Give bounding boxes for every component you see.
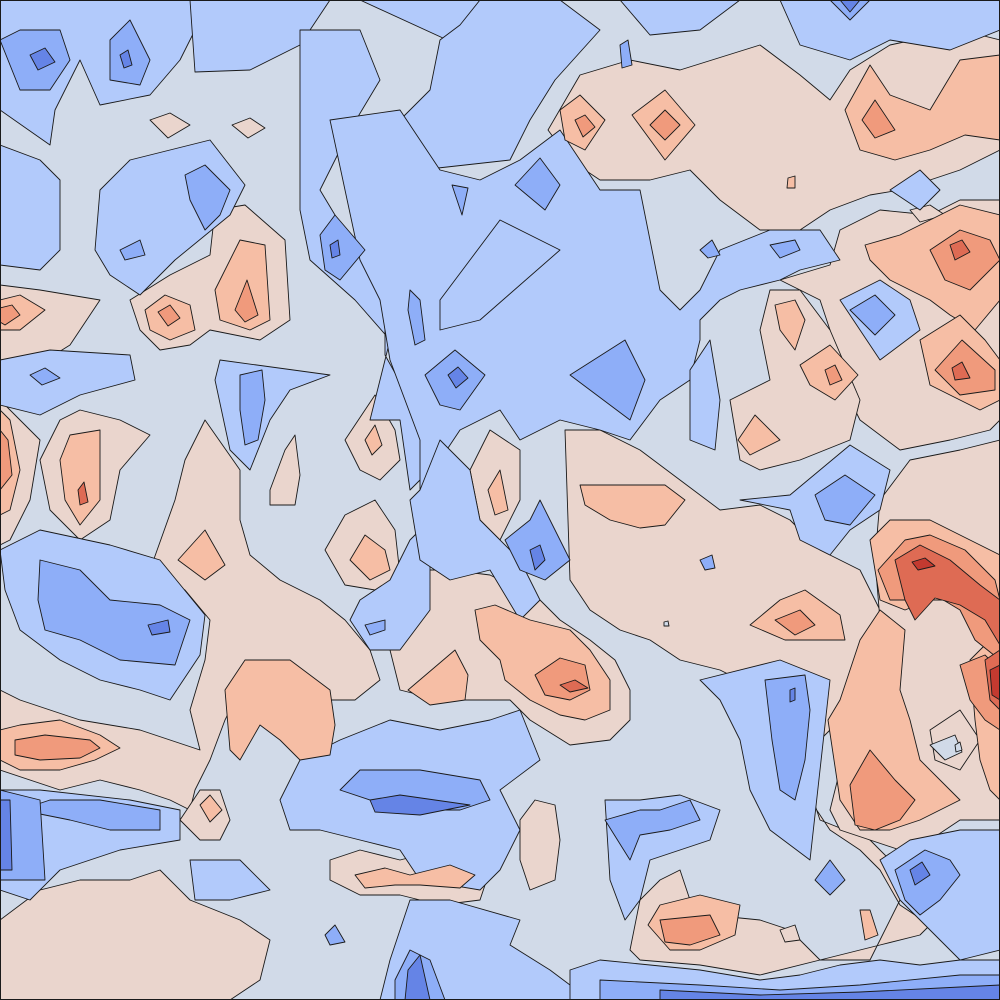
contour-region-level-5 <box>179 789 231 841</box>
contour-region-level-3 <box>619 0 741 36</box>
contour-region-level-7 <box>659 914 721 946</box>
contour-region-level-9 <box>911 557 936 571</box>
contour-region-level-2 <box>324 924 346 946</box>
contour-region-level-7 <box>861 99 896 139</box>
contour-region-level-3 <box>189 859 271 901</box>
contour-region-level-2 <box>569 339 646 421</box>
contour-region-level-2 <box>504 499 571 581</box>
contour-region-level-2 <box>769 239 801 259</box>
contour-region-level-1 <box>909 861 931 886</box>
contour-region-level-3 <box>689 339 721 451</box>
contour-region-level-5 <box>0 419 381 811</box>
contour-region-level-2 <box>119 239 146 261</box>
contour-region-level-1 <box>659 984 1000 1000</box>
contour-region-level-8 <box>894 544 1000 646</box>
contour-region-level-6 <box>214 239 271 331</box>
contour-region-level-2 <box>184 164 231 231</box>
contour-region-level-7 <box>157 304 181 327</box>
contour-region-level-3 <box>399 0 601 171</box>
contour-region-level-1 <box>329 239 341 259</box>
contour-region-level-3 <box>0 144 61 271</box>
contour-region-level-6 <box>364 424 383 456</box>
contour-region-level-6 <box>224 659 336 761</box>
contour-region-level-2 <box>619 39 633 69</box>
contour-region-level-2 <box>29 367 61 386</box>
contour-region-level-2 <box>604 799 701 861</box>
contour-region-level-2 <box>364 619 386 636</box>
contour-region-level-6 <box>774 299 806 351</box>
contour-region-level-5 <box>519 799 561 891</box>
contour-region-level-2 <box>814 474 876 526</box>
contour-region-level-1 <box>369 794 471 816</box>
contour-region-level-7 <box>234 279 259 323</box>
contour-region-level-1 <box>529 544 546 571</box>
contour-region-level-1 <box>839 0 861 13</box>
contour-region-level-2 <box>514 157 561 211</box>
contour-region-level-1 <box>29 47 56 71</box>
contour-region-level-6 <box>177 529 226 581</box>
contour-region-level-1 <box>119 49 133 69</box>
contour-region-level-2 <box>764 674 811 801</box>
contour-region-level-7 <box>849 749 916 831</box>
contour-region-level-6 <box>59 429 101 526</box>
contour-region-level-1 <box>789 687 796 703</box>
contour-region-level-6 <box>487 469 509 516</box>
contour-region-level-6 <box>859 909 879 941</box>
contour-region-level-6 <box>349 534 391 581</box>
contour-region-level-2 <box>894 849 961 916</box>
contour-region-level-3 <box>189 0 331 73</box>
contour-region-level-6 <box>786 175 796 189</box>
contour-region-level-2 <box>239 369 266 446</box>
contour-region-level-1 <box>447 366 469 389</box>
contour-region-level-5 <box>231 117 266 139</box>
contour-region-level-7 <box>774 609 816 636</box>
contour-region-level-5 <box>0 869 271 1000</box>
contour-region-level-2 <box>814 859 846 896</box>
contour-region-level-1 <box>0 799 13 871</box>
contour-region-level-2 <box>37 559 191 666</box>
contour-region-level-5 <box>269 434 301 506</box>
contour-region-level-5 <box>547 29 1000 231</box>
contour-region-level-1 <box>147 619 171 636</box>
contour-region-level-4 <box>663 620 670 627</box>
contour-region-level-1 <box>404 954 431 1000</box>
contour-region-level-7 <box>929 229 1000 291</box>
contour-region-level-3 <box>889 169 941 211</box>
contour-region-level-6 <box>407 649 469 706</box>
contour-region-level-6 <box>199 794 223 823</box>
contour-region-level-5 <box>779 924 801 943</box>
contour-region-level-2 <box>407 289 426 346</box>
contour-region-level-2 <box>319 214 366 281</box>
contour-region-level-7 <box>14 734 101 761</box>
contour-region-level-4 <box>929 734 963 761</box>
contour-region-level-9 <box>989 664 1000 701</box>
contour-region-level-5 <box>149 112 191 139</box>
contour-region-level-6 <box>737 414 781 456</box>
contour-region-level-7 <box>574 114 596 138</box>
contour-region-level-3 <box>409 439 541 621</box>
contour-region-level-6 <box>579 484 686 529</box>
contour-region-level-7 <box>0 429 13 491</box>
contour-region-level-2 <box>699 239 721 259</box>
contour-region-level-2 <box>451 184 469 216</box>
contour-region-level-2 <box>19 799 161 831</box>
contour-region-level-8 <box>951 361 971 381</box>
contour-region-level-3 <box>779 0 1000 61</box>
contour-region-level-2 <box>849 294 896 336</box>
contour-region-level-2 <box>109 19 151 86</box>
contour-region-level-6 <box>354 864 476 889</box>
contour-region-level-7 <box>824 364 843 386</box>
contour-region-level-3 <box>0 349 136 416</box>
contour-region-level-2 <box>699 554 716 571</box>
contour-region-level-3 <box>739 444 891 556</box>
contour-region-level-7 <box>0 304 21 326</box>
contour-region-level-8 <box>949 239 971 261</box>
contour-region-level-4 <box>954 741 963 753</box>
contour-region-level-7 <box>649 109 681 141</box>
contour-region-level-8 <box>77 481 89 506</box>
contour-region-level-8 <box>559 679 589 693</box>
contour-region-level-3 <box>439 219 561 331</box>
